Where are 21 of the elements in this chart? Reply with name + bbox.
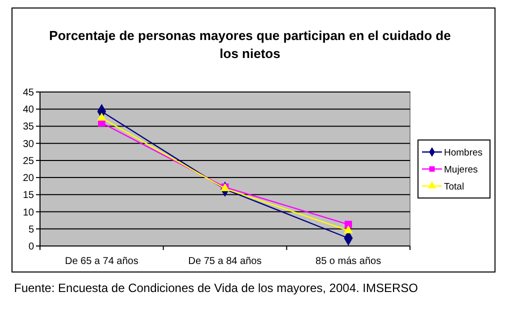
- y-tick-label: 0: [28, 242, 34, 252]
- point: [97, 112, 106, 121]
- y-tick-label: 25: [22, 156, 34, 167]
- point: [344, 220, 352, 228]
- point: [344, 225, 353, 234]
- y-tick-label: 5: [28, 224, 34, 236]
- y-tick-label: 35: [22, 122, 34, 133]
- x-tick-label: De 75 a 84 años: [188, 256, 262, 267]
- legend-label: Mujeres: [444, 164, 478, 176]
- chart-title: Porcentaje de personas mayores que participan en el cuidado de los nietos: [49, 28, 451, 61]
- y-tick-label: 20: [22, 173, 34, 184]
- source-note: Fuente: Encuesta de Condiciones de Vida de los mayores, 2004. IMSERSO: [14, 281, 418, 295]
- y-tick-label: 10: [22, 207, 34, 218]
- x-tick-label: De 65 a 74 años: [64, 256, 138, 267]
- y-tick-label: 40: [22, 104, 34, 116]
- legend-label: Hombres: [444, 147, 483, 158]
- x-tick-label: 85 o más años: [316, 256, 382, 267]
- y-tick-label: 30: [22, 138, 34, 150]
- y-tick-label: 15: [22, 190, 34, 202]
- legend-label: Total: [444, 181, 464, 192]
- y-tick-label: 45: [22, 88, 34, 98]
